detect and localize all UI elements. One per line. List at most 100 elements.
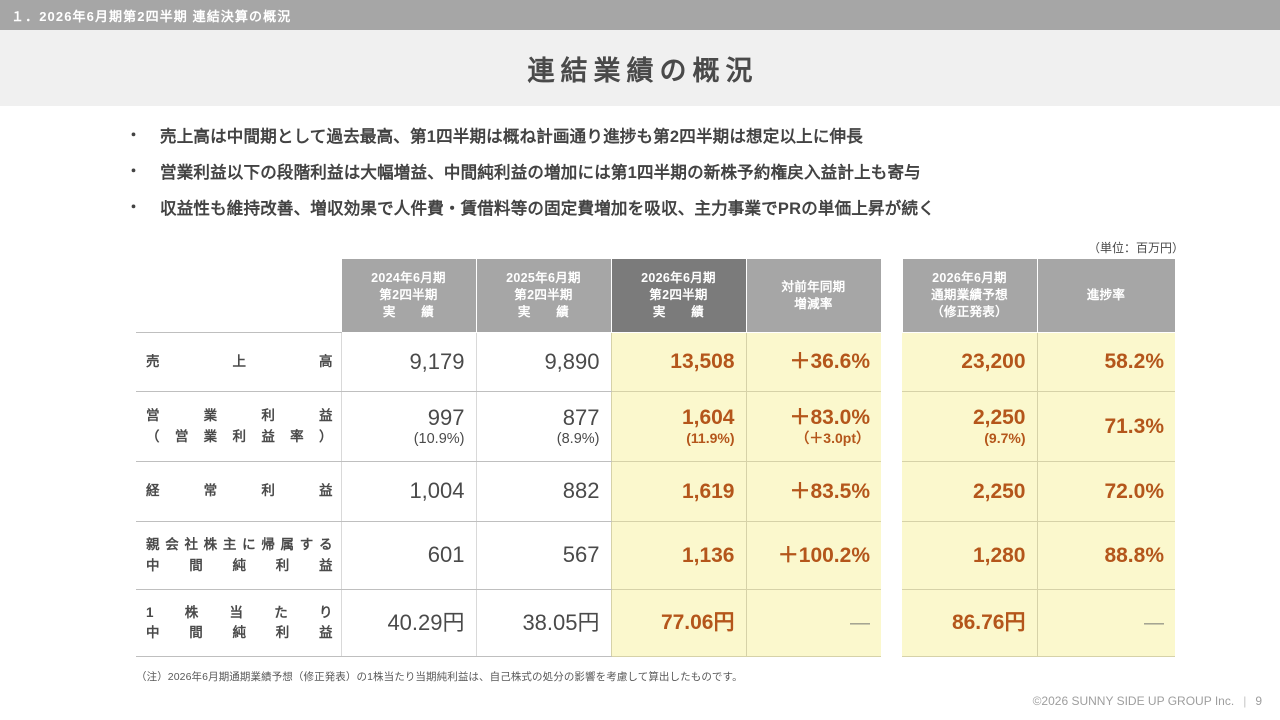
cell-subvalue: (8.9%) (556, 431, 600, 448)
cell-progress: 58.2% (1036, 332, 1175, 392)
bullet-icon: ・ (126, 127, 142, 144)
header-line3: （修正発表） (931, 304, 1008, 319)
bullet-text: 売上高は中間期として過去最高、第1四半期は概ね計画通り進捗も第2四半期は想定以上… (160, 128, 863, 146)
section-bar: １．2026年6月期第2四半期 連結決算の概況 (0, 0, 1280, 30)
row-label-line1: 経常利益 (146, 483, 333, 499)
cell-progress: 72.0% (1036, 461, 1175, 522)
header-line3: 実 績 (517, 304, 570, 319)
cell-value: ― (1144, 612, 1164, 635)
header-line2: 増減率 (794, 296, 833, 311)
bullet-icon: ・ (126, 199, 142, 216)
header-line1: 2025年6月期 (506, 271, 581, 286)
row-label-line1: 1株当たり (146, 604, 333, 620)
header-line3: 実 績 (652, 304, 705, 319)
cell-fy2025: 9,890 (475, 332, 611, 392)
cell-value: 23,200 (961, 350, 1026, 374)
results-table: 2024年6月期 第2四半期 実 績 2025年6月期 第2四半期 実 績 20… (136, 258, 1176, 657)
table-row: 経常利益 1,004 882 1,619 ＋83.5% (136, 461, 881, 522)
slide-footer: ©2026 SUNNY SIDE UP GROUP Inc. | 9 (1033, 694, 1262, 708)
cell-value: 77.06円 (660, 611, 735, 635)
cell-progress: 88.8% (1036, 521, 1175, 590)
cell-value: ＋100.2% (777, 543, 870, 567)
cell-value: 9,179 (409, 348, 465, 374)
cell-value: 13,508 (670, 350, 735, 374)
bullet-text: 収益性も維持改善、増収効果で人件費・賃借料等の固定費増加を吸収、主力事業でPRの… (160, 200, 935, 218)
row-label-line2: （営業利益率） (146, 428, 333, 444)
unit-note: （単位：百万円） (1087, 241, 1184, 255)
cell-forecast: 2,250 (902, 461, 1037, 522)
table-row: 1株当たり 中間純利益 40.29円 38.05円 77.06円 ― (136, 589, 881, 657)
header-line1: 2026年6月期 (641, 271, 716, 286)
cell-value: 72.0% (1104, 479, 1164, 503)
cell-yoy: ＋83.0% （＋3.0pt） (745, 391, 881, 462)
cell-value: 40.29円 (387, 609, 465, 635)
row-label-line1: 売上高 (146, 353, 333, 369)
cell-forecast: 86.76円 (902, 589, 1037, 657)
table-header-row: 2026年6月期 通期業績予想 （修正発表） 進捗率 (901, 258, 1176, 333)
footer-separator: | (1243, 694, 1247, 708)
row-label-line2: 中間純利益 (146, 625, 333, 640)
table-row: 23,200 58.2% (902, 332, 1175, 392)
cell-subvalue: (10.9%) (413, 431, 465, 448)
column-header-blank (136, 258, 341, 333)
cell-value: 2,250 (972, 406, 1026, 430)
column-header-fy2024: 2024年6月期 第2四半期 実 績 (340, 258, 477, 333)
cell-value: 58.2% (1104, 350, 1164, 374)
cell-value: 86.76円 (951, 611, 1026, 635)
list-item: ・ 売上高は中間期として過去最高、第1四半期は概ね計画通り進捗も第2四半期は想定… (126, 126, 1266, 162)
cell-forecast: 2,250 (9.7%) (902, 391, 1037, 462)
column-header-yoy: 対前年同期 増減率 (745, 258, 882, 333)
cell-progress: 71.3% (1036, 391, 1175, 462)
header-line1: 進捗率 (1086, 288, 1126, 303)
header-line2: 通期業績予想 (931, 288, 1008, 303)
row-label-line2: 中間純利益 (146, 557, 333, 573)
bullet-list: ・ 売上高は中間期として過去最高、第1四半期は概ね計画通り進捗も第2四半期は想定… (126, 126, 1266, 234)
cell-fy2025: 877 (8.9%) (475, 391, 611, 462)
page-number: 9 (1255, 694, 1262, 708)
title-band: 連結業績の概況 (0, 30, 1280, 106)
header-line1: 対前年同期 (781, 279, 846, 294)
header-line2: 第2四半期 (514, 288, 573, 303)
cell-fy2025: 38.05円 (475, 589, 611, 657)
cell-value: 2,250 (972, 479, 1026, 503)
header-line2: 第2四半期 (379, 288, 438, 303)
cell-value: ＋83.5% (789, 479, 870, 503)
cell-subvalue: (9.7%) (984, 429, 1026, 446)
actuals-table: 2024年6月期 第2四半期 実 績 2025年6月期 第2四半期 実 績 20… (136, 258, 882, 657)
column-header-progress: 進捗率 (1036, 258, 1176, 333)
cell-fy2024: 997 (10.9%) (340, 391, 476, 462)
bullet-icon: ・ (126, 163, 142, 180)
cell-value: 9,890 (544, 348, 600, 374)
cell-value: 997 (427, 404, 465, 430)
cell-yoy: ＋83.5% (745, 461, 881, 522)
cell-value: 38.05円 (522, 609, 600, 635)
cell-yoy: ＋36.6% (745, 332, 881, 392)
cell-subvalue: （＋3.0pt） (795, 429, 870, 446)
row-label: 売上高 (136, 332, 341, 392)
cell-fy2024: 9,179 (340, 332, 476, 392)
cell-value: 1,619 (681, 479, 735, 503)
cell-fy2025: 882 (475, 461, 611, 522)
row-label: 経常利益 (136, 461, 341, 522)
cell-fy2025: 567 (475, 521, 611, 590)
header-line1: 2024年6月期 (371, 271, 446, 286)
section-bar-label: １．2026年6月期第2四半期 連結決算の概況 (11, 8, 292, 24)
table-row: 1,280 88.8% (902, 521, 1175, 590)
column-header-fy2025: 2025年6月期 第2四半期 実 績 (475, 258, 612, 333)
cell-fy2024: 1,004 (340, 461, 476, 522)
table-row: 売上高 9,179 9,890 13,508 ＋36.6% (136, 332, 881, 392)
list-item: ・ 営業利益以下の段階利益は大幅増益、中間純利益の増加には第1四半期の新株予約権… (126, 162, 1266, 198)
header-line1: 2026年6月期 (932, 271, 1007, 286)
row-label: 1株当たり 中間純利益 (136, 589, 341, 657)
table-row: 2,250 (9.7%) 71.3% (902, 391, 1175, 462)
cell-fy2026: 1,619 (610, 461, 746, 522)
cell-value: 601 (427, 542, 465, 568)
cell-value: 877 (562, 404, 600, 430)
cell-fy2026: 1,604 (11.9%) (610, 391, 746, 462)
cell-value: 1,604 (681, 406, 735, 430)
footnote: （注）2026年6月期通期業績予想（修正発表）の1株当たり当期純利益は、自己株式… (136, 671, 743, 683)
row-label: 営業利益 （営業利益率） (136, 391, 341, 462)
cell-value: ＋36.6% (789, 350, 870, 374)
cell-value: 1,280 (972, 543, 1026, 567)
